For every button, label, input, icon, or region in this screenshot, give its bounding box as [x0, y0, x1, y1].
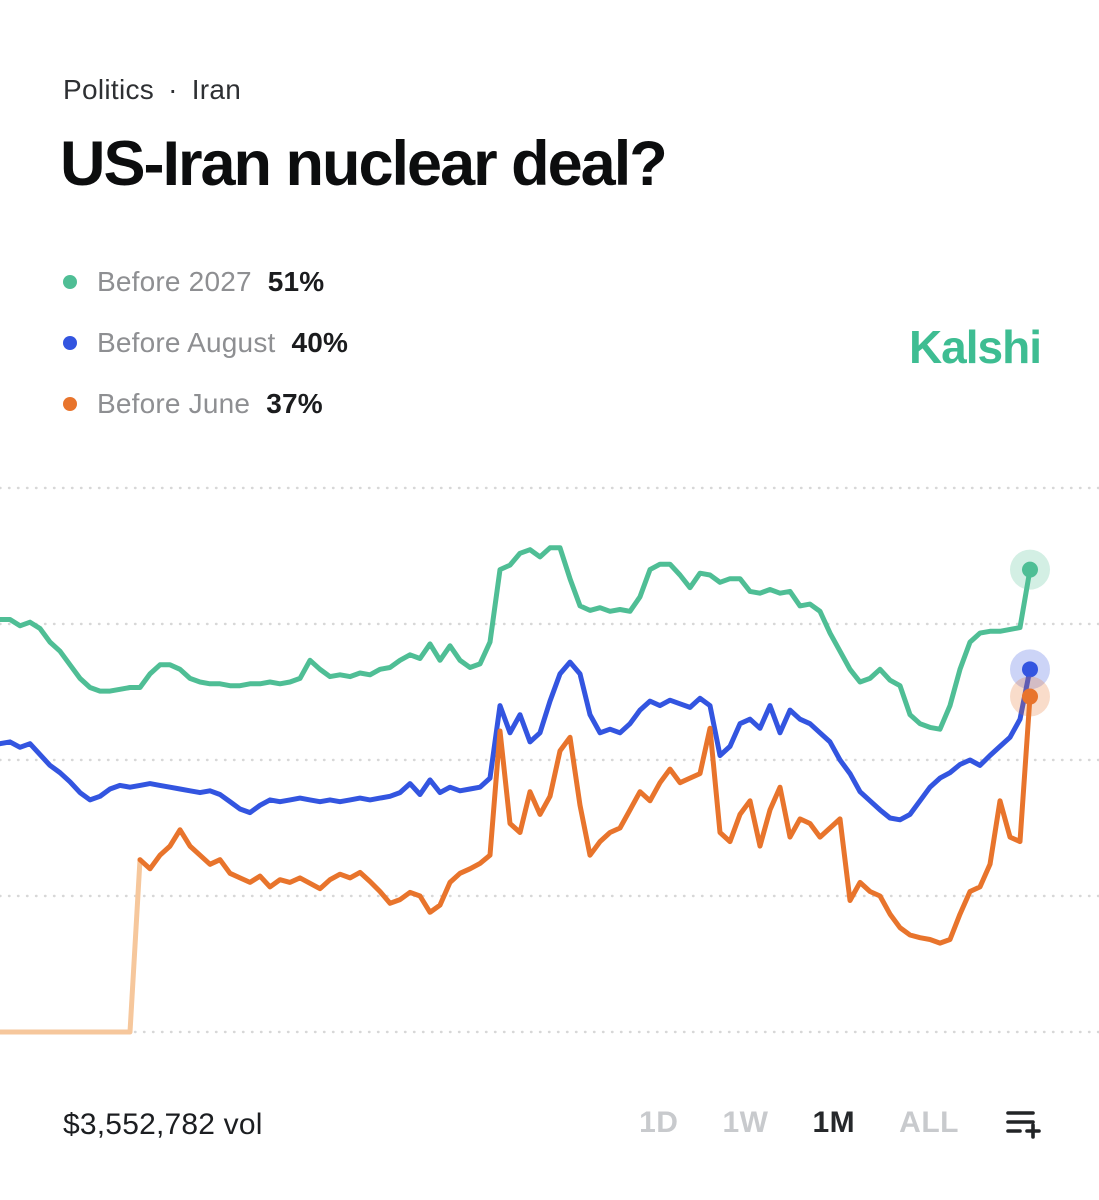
range-button-1m[interactable]: 1M — [812, 1106, 856, 1139]
breadcrumb-separator: · — [168, 74, 178, 105]
kalshi-logo: Kalshi — [908, 321, 1042, 373]
endpoint-dot — [1022, 661, 1038, 678]
series-line — [0, 659, 1033, 823]
series-line — [137, 694, 1033, 946]
range-button-1w[interactable]: 1W — [722, 1106, 769, 1139]
range-selector: 1D 1W 1M ALL — [639, 1106, 1043, 1140]
legend-dot — [63, 336, 77, 350]
breadcrumb: Politics · Iran — [63, 74, 241, 106]
legend-value: 51% — [267, 266, 325, 297]
legend-label: Before 2027 — [97, 266, 252, 297]
legend-dot — [63, 397, 77, 411]
endpoint-dot — [1022, 561, 1038, 578]
breadcrumb-category[interactable]: Politics — [63, 74, 155, 105]
legend: Before 2027 51% Before August 40% Before… — [63, 262, 348, 424]
legend-label: Before June — [97, 388, 251, 419]
volume-label: $3,552,782 vol — [63, 1108, 263, 1141]
playlist-add-icon[interactable] — [1005, 1106, 1043, 1140]
page-title: US-Iran nuclear deal? — [60, 129, 668, 199]
endpoint-dot — [1022, 688, 1038, 705]
legend-row[interactable]: Before June 37% — [63, 384, 348, 424]
legend-value: 40% — [291, 327, 349, 358]
breadcrumb-topic[interactable]: Iran — [191, 74, 242, 105]
legend-value: 37% — [266, 388, 323, 419]
range-button-1d[interactable]: 1D — [639, 1106, 679, 1139]
price-chart[interactable] — [0, 470, 1099, 1070]
series-line — [0, 545, 1033, 732]
legend-row[interactable]: Before 2027 51% — [63, 262, 348, 302]
legend-dot — [63, 275, 77, 289]
series-line-pre-open — [0, 857, 143, 1035]
range-button-all[interactable]: ALL — [899, 1106, 959, 1139]
legend-row[interactable]: Before August 40% — [63, 323, 348, 363]
legend-label: Before August — [97, 327, 276, 358]
